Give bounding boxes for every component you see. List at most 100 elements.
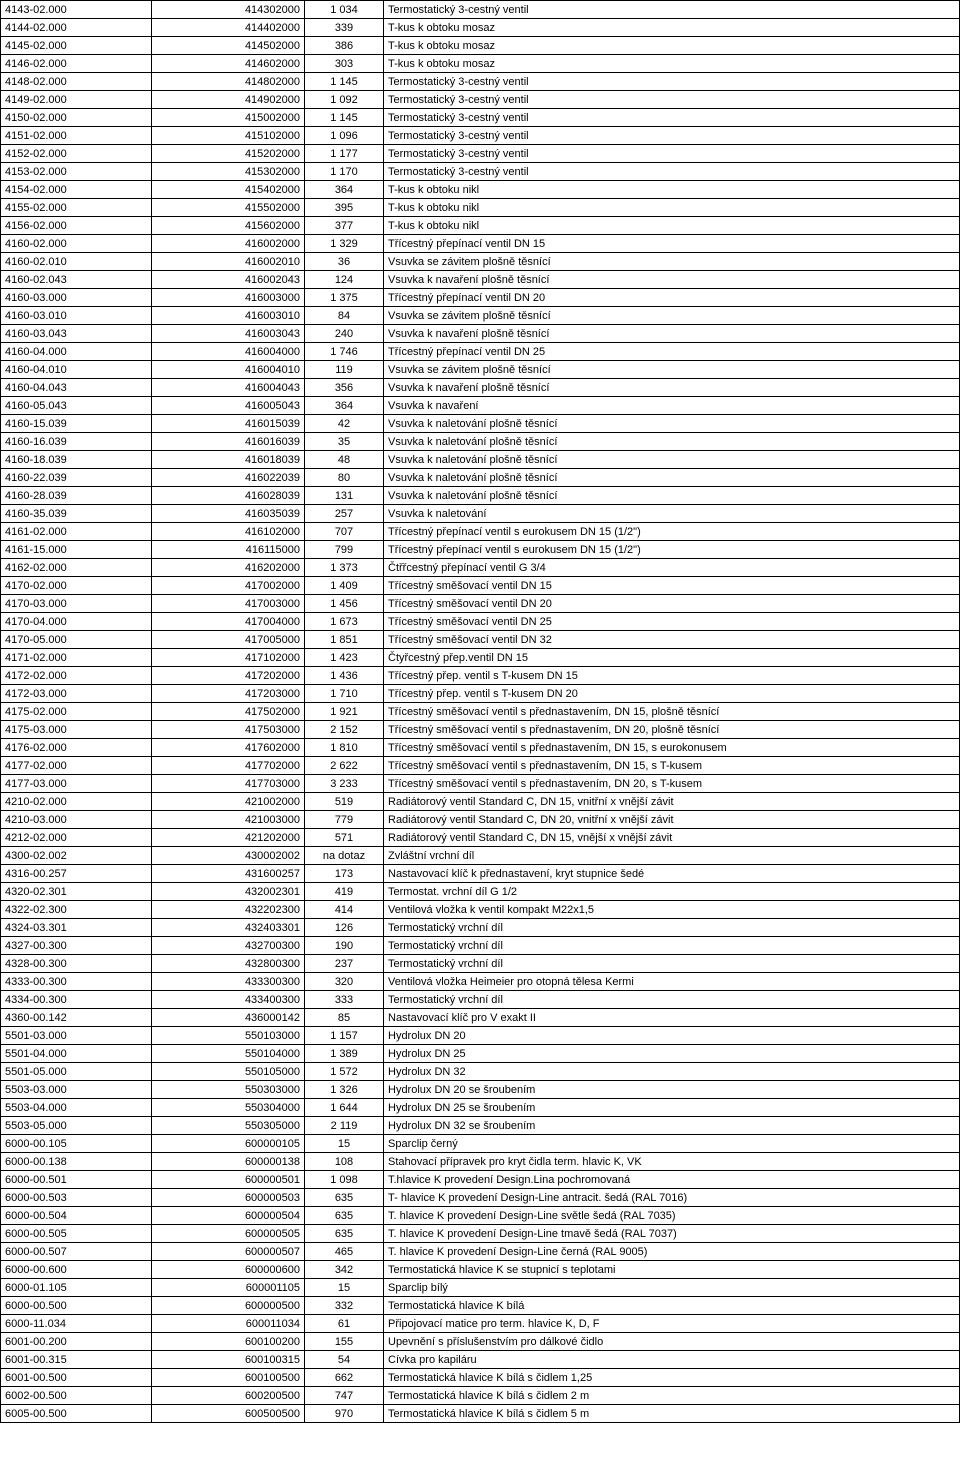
- table-row: 4160-04.010416004010119Vsuvka se závitem…: [1, 361, 960, 379]
- table-row: 6005-00.500600500500970Termostatická hla…: [1, 1405, 960, 1423]
- cell-col-0: 4156-02.000: [1, 217, 152, 235]
- cell-col-2: na dotaz: [305, 847, 384, 865]
- cell-col-2: 2 152: [305, 721, 384, 739]
- cell-col-0: 4160-04.010: [1, 361, 152, 379]
- table-row: 6001-00.500600100500662Termostatická hla…: [1, 1369, 960, 1387]
- cell-col-1: 433300300: [152, 973, 305, 991]
- cell-col-0: 6005-00.500: [1, 1405, 152, 1423]
- table-row: 4162-02.0004162020001 373Čtřřcestný přep…: [1, 559, 960, 577]
- cell-col-2: 364: [305, 397, 384, 415]
- cell-col-1: 550104000: [152, 1045, 305, 1063]
- table-row: 4177-03.0004177030003 233Třícestný směšo…: [1, 775, 960, 793]
- cell-col-0: 5501-03.000: [1, 1027, 152, 1045]
- table-row: 4150-02.0004150020001 145Termostatický 3…: [1, 109, 960, 127]
- cell-col-0: 4160-28.039: [1, 487, 152, 505]
- cell-col-0: 6002-00.500: [1, 1387, 152, 1405]
- cell-col-2: 414: [305, 901, 384, 919]
- cell-col-0: 6000-00.503: [1, 1189, 152, 1207]
- cell-col-0: 4160-16.039: [1, 433, 152, 451]
- cell-col-1: 416002043: [152, 271, 305, 289]
- cell-col-2: 2 622: [305, 757, 384, 775]
- cell-col-1: 416004043: [152, 379, 305, 397]
- table-row: 6000-00.504600000504635T. hlavice K prov…: [1, 1207, 960, 1225]
- cell-col-1: 600000504: [152, 1207, 305, 1225]
- cell-col-1: 416003000: [152, 289, 305, 307]
- table-row: 4334-00.300433400300333Termostatický vrc…: [1, 991, 960, 1009]
- cell-col-2: 1 098: [305, 1171, 384, 1189]
- table-row: 4171-02.0004171020001 423Čtyřcestný přep…: [1, 649, 960, 667]
- cell-col-2: 15: [305, 1135, 384, 1153]
- cell-col-3: Vsuvka k naletování plošně těsnící: [384, 415, 960, 433]
- table-row: 4160-03.0004160030001 375Třícestný přepí…: [1, 289, 960, 307]
- cell-col-2: 237: [305, 955, 384, 973]
- table-row: 4333-00.300433300300320Ventilová vložka …: [1, 973, 960, 991]
- cell-col-3: T. hlavice K provedení Design-Line světl…: [384, 1207, 960, 1225]
- cell-col-3: Radiátorový ventil Standard C, DN 20, vn…: [384, 811, 960, 829]
- cell-col-0: 4333-00.300: [1, 973, 152, 991]
- cell-col-2: 1 673: [305, 613, 384, 631]
- cell-col-2: 124: [305, 271, 384, 289]
- cell-col-2: 571: [305, 829, 384, 847]
- table-row: 6000-01.10560000110515Sparclip bílý: [1, 1279, 960, 1297]
- cell-col-0: 4161-02.000: [1, 523, 152, 541]
- cell-col-3: Zvláštní vrchní díl: [384, 847, 960, 865]
- table-row: 4176-02.0004176020001 810Třícestný směšo…: [1, 739, 960, 757]
- cell-col-3: Termostatický vrchní díl: [384, 955, 960, 973]
- cell-col-2: 386: [305, 37, 384, 55]
- cell-col-1: 415102000: [152, 127, 305, 145]
- cell-col-2: 799: [305, 541, 384, 559]
- table-row: 4170-03.0004170030001 456Třícestný směšo…: [1, 595, 960, 613]
- table-row: 6000-00.10560000010515Sparclip černý: [1, 1135, 960, 1153]
- cell-col-2: 108: [305, 1153, 384, 1171]
- cell-col-3: Termostatický 3-cestný ventil: [384, 127, 960, 145]
- cell-col-3: T-kus k obtoku mosaz: [384, 37, 960, 55]
- table-row: 4160-22.03941602203980Vsuvka k naletován…: [1, 469, 960, 487]
- cell-col-3: Třícestný směšovací ventil DN 20: [384, 595, 960, 613]
- cell-col-1: 432002301: [152, 883, 305, 901]
- cell-col-0: 5501-05.000: [1, 1063, 152, 1081]
- cell-col-0: 6000-00.507: [1, 1243, 152, 1261]
- cell-col-2: 85: [305, 1009, 384, 1027]
- cell-col-2: 1 096: [305, 127, 384, 145]
- cell-col-3: Hydrolux DN 25 se šroubením: [384, 1099, 960, 1117]
- cell-col-0: 4153-02.000: [1, 163, 152, 181]
- cell-col-0: 4160-03.043: [1, 325, 152, 343]
- cell-col-0: 4327-00.300: [1, 937, 152, 955]
- cell-col-3: Termostatický 3-cestný ventil: [384, 109, 960, 127]
- cell-col-3: Vsuvka k naletování plošně těsnící: [384, 451, 960, 469]
- cell-col-2: 257: [305, 505, 384, 523]
- table-row: 4172-03.0004172030001 710Třícestný přep.…: [1, 685, 960, 703]
- table-row: 5503-03.0005503030001 326Hydrolux DN 20 …: [1, 1081, 960, 1099]
- cell-col-0: 4160-02.010: [1, 253, 152, 271]
- table-row: 4160-15.03941601503942Vsuvka k naletován…: [1, 415, 960, 433]
- cell-col-1: 417502000: [152, 703, 305, 721]
- cell-col-1: 416018039: [152, 451, 305, 469]
- cell-col-0: 4160-04.043: [1, 379, 152, 397]
- cell-col-0: 4324-03.301: [1, 919, 152, 937]
- cell-col-2: 1 409: [305, 577, 384, 595]
- cell-col-3: Termostatický vrchní díl: [384, 937, 960, 955]
- cell-col-0: 6000-00.138: [1, 1153, 152, 1171]
- cell-col-1: 416115000: [152, 541, 305, 559]
- cell-col-0: 4176-02.000: [1, 739, 152, 757]
- table-row: 4320-02.301432002301419Termostat. vrchní…: [1, 883, 960, 901]
- cell-col-3: T-kus k obtoku mosaz: [384, 19, 960, 37]
- cell-col-1: 416035039: [152, 505, 305, 523]
- cell-col-3: Termostatický 3-cestný ventil: [384, 1, 960, 19]
- cell-col-0: 4316-00.257: [1, 865, 152, 883]
- cell-col-3: Vsuvka se závitem plošně těsnící: [384, 307, 960, 325]
- cell-col-0: 4160-18.039: [1, 451, 152, 469]
- cell-col-2: 1 423: [305, 649, 384, 667]
- cell-col-0: 5503-04.000: [1, 1099, 152, 1117]
- cell-col-2: 190: [305, 937, 384, 955]
- cell-col-2: 1 746: [305, 343, 384, 361]
- cell-col-1: 600000138: [152, 1153, 305, 1171]
- cell-col-1: 600001105: [152, 1279, 305, 1297]
- cell-col-1: 416002000: [152, 235, 305, 253]
- cell-col-0: 4175-03.000: [1, 721, 152, 739]
- cell-col-1: 550105000: [152, 1063, 305, 1081]
- cell-col-3: T-kus k obtoku nikl: [384, 199, 960, 217]
- cell-col-0: 5503-03.000: [1, 1081, 152, 1099]
- cell-col-2: 131: [305, 487, 384, 505]
- table-row: 4175-02.0004175020001 921Třícestný směšo…: [1, 703, 960, 721]
